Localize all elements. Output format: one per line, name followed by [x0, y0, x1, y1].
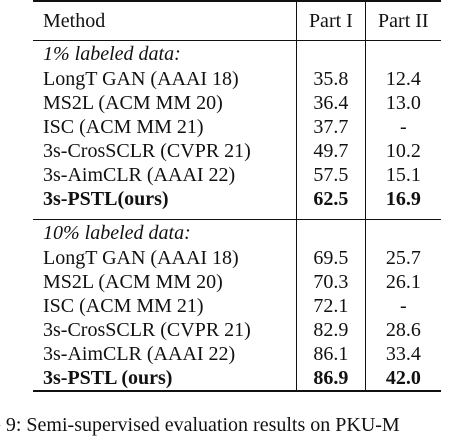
part1-cell: 35.8	[296, 67, 366, 91]
part2-cell: 16.9	[364, 187, 441, 211]
part2-cell: 33.4	[364, 342, 441, 366]
section-label-row: 1% labeled data:	[33, 40, 441, 67]
part1-cell: 37.7	[296, 115, 366, 139]
part1-cell: 82.9	[296, 318, 366, 342]
table-header-row: Method Part I Part II	[33, 0, 441, 41]
table-row: 3s-AimCLR (AAAI 22) 57.5 15.1	[33, 163, 441, 187]
part2-cell: 15.1	[364, 163, 441, 187]
part2-cell: 26.1	[364, 270, 441, 294]
method-cell: MS2L (ACM MM 20)	[43, 271, 223, 293]
table-row: MS2L (ACM MM 20) 36.4 13.0	[33, 91, 441, 115]
section-label-row: 10% labeled data:	[33, 219, 441, 246]
part1-cell: 49.7	[296, 139, 366, 163]
header-method: Method	[33, 0, 297, 41]
method-cell: 3s-AimCLR (AAAI 22)	[43, 343, 236, 365]
part1-cell: 86.9	[296, 366, 366, 392]
part2-cell: -	[364, 294, 441, 318]
part1-cell: 69.5	[296, 246, 366, 270]
header-part-1: Part I	[296, 0, 366, 41]
table-row: MS2L (ACM MM 20) 70.3 26.1	[33, 270, 441, 294]
table-row: ISC (ACM MM 21) 37.7 -	[33, 115, 441, 139]
part1-cell: 70.3	[296, 270, 366, 294]
part2-cell: -	[364, 115, 441, 139]
part1-cell: 72.1	[296, 294, 366, 318]
table-row: ISC (ACM MM 21) 72.1 -	[33, 294, 441, 318]
method-cell: ISC (ACM MM 21)	[43, 116, 204, 138]
method-cell: 3s-CrosSCLR (CVPR 21)	[43, 140, 251, 162]
part1-cell: 57.5	[296, 163, 366, 187]
method-cell: LongT GAN (AAAI 18)	[43, 247, 239, 269]
part2-cell: 25.7	[364, 246, 441, 270]
table-row: 3s-CrosSCLR (CVPR 21) 49.7 10.2	[33, 139, 441, 163]
part2-cell: 42.0	[364, 366, 441, 392]
method-cell: 3s-PSTL(ours)	[43, 188, 169, 210]
method-cell: 3s-CrosSCLR (CVPR 21)	[43, 319, 251, 341]
header-part-2: Part II	[364, 0, 441, 41]
table-row: 3s-CrosSCLR (CVPR 21) 82.9 28.6	[33, 318, 441, 342]
method-cell: 3s-AimCLR (AAAI 22)	[43, 164, 236, 186]
results-table-container: Method Part I Part II 1% labeled data: L…	[33, 0, 441, 392]
table-caption: e 9: Semi-supervised evaluation results …	[0, 414, 400, 436]
part1-cell: 62.5	[296, 187, 366, 211]
method-cell: MS2L (ACM MM 20)	[43, 92, 223, 114]
method-cell: LongT GAN (AAAI 18)	[43, 68, 239, 90]
method-cell: 3s-PSTL (ours)	[33, 366, 297, 392]
table-row: LongT GAN (AAAI 18) 35.8 12.4	[33, 67, 441, 91]
section-label: 1% labeled data:	[33, 40, 297, 67]
table-row-ours: 3s-PSTL(ours) 62.5 16.9	[33, 187, 441, 211]
part1-cell: 86.1	[296, 342, 366, 366]
table-row: 3s-AimCLR (AAAI 22) 86.1 33.4	[33, 342, 441, 366]
method-cell: ISC (ACM MM 21)	[43, 295, 204, 317]
part2-cell: 12.4	[364, 67, 441, 91]
results-table: Method Part I Part II 1% labeled data: L…	[33, 0, 441, 392]
section-label: 10% labeled data:	[33, 219, 297, 246]
part2-cell: 13.0	[364, 91, 441, 115]
part2-cell: 10.2	[364, 139, 441, 163]
table-row-ours: 3s-PSTL (ours) 86.9 42.0	[33, 366, 441, 392]
part2-cell: 28.6	[364, 318, 441, 342]
table-row: LongT GAN (AAAI 18) 69.5 25.7	[33, 246, 441, 270]
part1-cell: 36.4	[296, 91, 366, 115]
